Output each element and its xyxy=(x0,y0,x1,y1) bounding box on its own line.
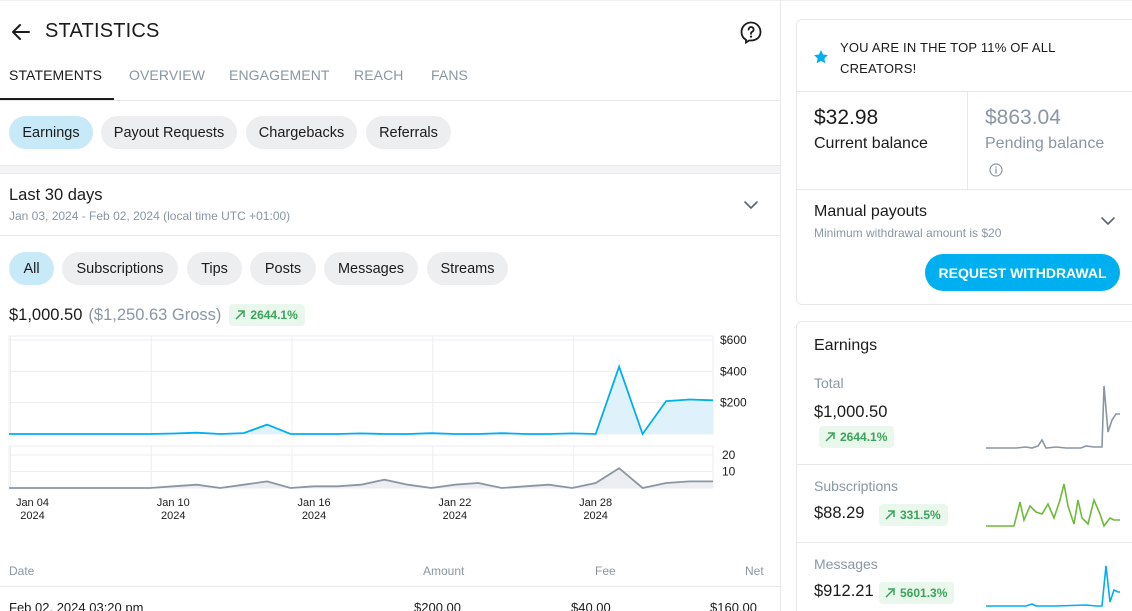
section-divider xyxy=(0,165,780,174)
tab-overview[interactable]: OVERVIEW xyxy=(129,67,206,83)
chip-chargebacks[interactable]: Chargebacks xyxy=(246,116,357,149)
change-value: 2644.1% xyxy=(250,308,298,322)
chip-posts[interactable]: Posts xyxy=(250,252,316,285)
total-change-badge: 2644.1% xyxy=(819,426,895,448)
y-tick-label: $400 xyxy=(720,364,747,378)
x-tick-label: Jan 04 xyxy=(16,497,49,509)
balance-card: YOU ARE IN THE TOP 11% OF ALL CREATORS! … xyxy=(796,19,1132,305)
manual-payouts-toggle[interactable]: Manual payouts Minimum withdrawal amount… xyxy=(797,190,1132,244)
chip-tips[interactable]: Tips xyxy=(187,252,242,285)
subscriptions-sparkline xyxy=(986,483,1120,528)
amount-series-line xyxy=(9,363,714,436)
messages-change-badge: 5601.3% xyxy=(879,582,955,604)
tab-fans[interactable]: FANS xyxy=(431,67,468,83)
count-series-line xyxy=(9,467,713,489)
earnings-card-title: Earnings xyxy=(814,337,878,354)
info-icon[interactable] xyxy=(989,163,1003,177)
trend-up-icon xyxy=(885,588,895,598)
chip-messages[interactable]: Messages xyxy=(324,252,418,285)
period-title: Last 30 days xyxy=(9,186,103,204)
x-tick-year-label: 2024 xyxy=(583,510,607,522)
trend-up-icon xyxy=(885,510,895,520)
pending-balance: $863.04 Pending balance xyxy=(968,92,1132,190)
active-tab-underline xyxy=(0,98,114,100)
manual-payouts-title: Manual payouts xyxy=(814,203,927,220)
messages-sparkline xyxy=(986,565,1120,607)
chip-referrals[interactable]: Referrals xyxy=(366,116,451,149)
current-balance-label: Current balance xyxy=(814,135,928,152)
chevron-down-icon xyxy=(744,201,758,209)
current-balance: $32.98 Current balance xyxy=(797,92,968,190)
current-balance-amount: $32.98 xyxy=(814,106,879,129)
earnings-breakdown-card: Earnings Total $1,000.50 2644.1% Subscri… xyxy=(796,321,1132,611)
col-net: Net xyxy=(745,564,764,578)
trend-up-icon xyxy=(235,310,246,320)
tab-statements[interactable]: STATEMENTS xyxy=(9,67,103,83)
gross-total: ($1,250.63 Gross) xyxy=(88,305,222,324)
x-tick-year-label: 2024 xyxy=(443,510,467,522)
row-fee: $40.00 xyxy=(571,600,611,611)
minimum-withdrawal-note: Minimum withdrawal amount is $20 xyxy=(814,226,1002,240)
top-border xyxy=(0,0,1132,1)
x-tick-label: Jan 28 xyxy=(579,497,612,509)
subscriptions-change-value: 331.5% xyxy=(900,508,941,522)
table-divider xyxy=(0,586,780,587)
messages-change-value: 5601.3% xyxy=(900,586,948,600)
help-icon[interactable] xyxy=(739,20,763,44)
row-date: Feb 02, 2024 03:20 pm xyxy=(9,600,144,611)
chevron-down-icon xyxy=(1101,217,1115,225)
pending-balance-amount: $863.04 xyxy=(985,106,1061,129)
x-tick-year-label: 2024 xyxy=(302,510,326,522)
period-selector[interactable]: Last 30 days Jan 03, 2024 - Feb 02, 2024… xyxy=(0,175,780,236)
tab-engagement[interactable]: ENGAGEMENT xyxy=(229,67,330,83)
statements-panel: STATISTICS STATEMENTS OVERVIEW ENGAGEMEN… xyxy=(0,0,781,611)
chip-subscriptions[interactable]: Subscriptions xyxy=(62,252,178,285)
subscriptions-change-badge: 331.5% xyxy=(879,504,948,526)
col-fee: Fee xyxy=(595,564,616,578)
stats-tabs: STATEMENTS OVERVIEW ENGAGEMENT REACH FAN… xyxy=(0,58,780,101)
breakdown-divider xyxy=(797,464,1132,465)
total-change-value: 2644.1% xyxy=(840,430,888,444)
chip-earnings[interactable]: Earnings xyxy=(9,116,93,149)
messages-value: $912.21 xyxy=(814,582,874,600)
net-total: $1,000.50 xyxy=(9,305,83,324)
trend-up-icon xyxy=(825,432,835,442)
back-arrow-icon[interactable] xyxy=(9,20,33,44)
top-creator-text: YOU ARE IN THE TOP 11% OF ALL CREATORS! xyxy=(840,40,1056,76)
x-tick-label: Jan 22 xyxy=(438,497,471,509)
row-net: $160.00 xyxy=(710,600,757,611)
y-tick-label: 10 xyxy=(722,464,736,478)
x-tick-label: Jan 10 xyxy=(157,497,190,509)
page-title: STATISTICS xyxy=(45,20,160,42)
col-date: Date xyxy=(9,564,35,578)
period-range: Jan 03, 2024 - Feb 02, 2024 (local time … xyxy=(9,209,291,223)
chip-streams[interactable]: Streams xyxy=(427,252,508,285)
earnings-summary: $1,000.50 ($1,250.63 Gross) 2644.1% xyxy=(9,304,305,326)
total-value: $1,000.50 xyxy=(814,403,888,421)
y-tick-label: $600 xyxy=(720,333,747,347)
subscriptions-label: Subscriptions xyxy=(814,478,899,494)
x-tick-label: Jan 16 xyxy=(298,497,331,509)
row-amount: $200.00 xyxy=(414,600,461,611)
total-sparkline xyxy=(986,385,1120,449)
x-tick-year-label: 2024 xyxy=(161,510,185,522)
subscriptions-value: $88.29 xyxy=(814,504,865,522)
total-label: Total xyxy=(814,375,844,391)
col-amount: Amount xyxy=(423,564,465,578)
chip-all[interactable]: All xyxy=(9,252,54,285)
pending-balance-label: Pending balance xyxy=(985,135,1105,152)
star-icon xyxy=(814,50,828,64)
x-tick-year-label: 2024 xyxy=(20,510,44,522)
tab-reach[interactable]: REACH xyxy=(354,67,404,83)
change-badge: 2644.1% xyxy=(229,304,305,326)
y-tick-label: 20 xyxy=(722,448,736,462)
request-withdrawal-button[interactable]: REQUEST WITHDRAWAL xyxy=(925,254,1120,291)
breakdown-divider xyxy=(797,542,1132,543)
chip-payout-requests[interactable]: Payout Requests xyxy=(101,116,237,149)
top-creator-banner: YOU ARE IN THE TOP 11% OF ALL CREATORS! xyxy=(797,20,1132,92)
y-tick-label: $200 xyxy=(720,396,747,410)
messages-label: Messages xyxy=(814,556,878,572)
page-header: STATISTICS xyxy=(0,0,780,58)
